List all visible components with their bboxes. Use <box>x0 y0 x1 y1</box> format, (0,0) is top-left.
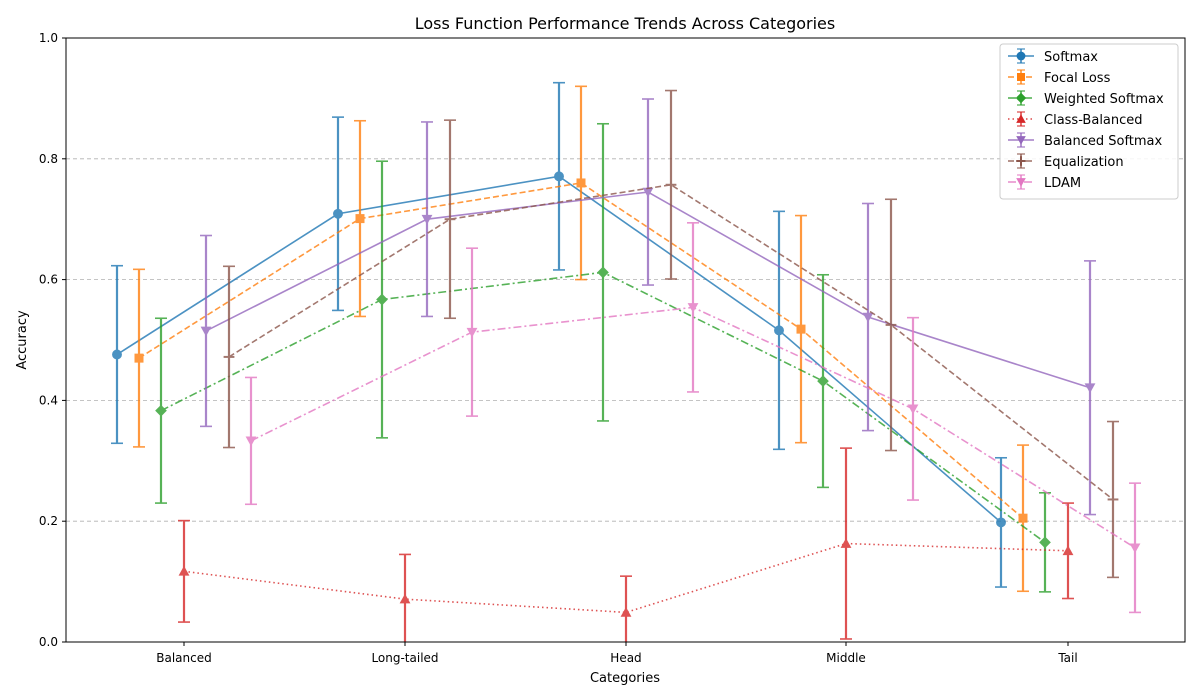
legend-label: Softmax <box>1044 50 1098 65</box>
legend-item: Focal Loss <box>1008 69 1111 86</box>
data-point <box>223 351 235 363</box>
series-focal-loss <box>133 85 1029 593</box>
x-tick-label: Head <box>610 651 641 665</box>
legend-item: Weighted Softmax <box>1008 90 1164 107</box>
data-point <box>134 353 144 363</box>
data-point <box>796 324 806 334</box>
data-point <box>996 517 1006 528</box>
data-point <box>245 436 257 447</box>
data-point <box>1107 494 1119 505</box>
data-point <box>376 293 388 306</box>
legend-marker <box>1017 73 1025 81</box>
legend-item: Class-Balanced <box>1008 111 1143 128</box>
series-class-balanced <box>178 447 1074 642</box>
data-point <box>399 593 411 604</box>
data-point <box>840 538 852 548</box>
legend-marker <box>1016 156 1026 166</box>
x-tick-label: Long-tailed <box>371 651 438 665</box>
y-tick-label: 0.8 <box>39 152 58 166</box>
legend-label: LDAM <box>1044 176 1081 191</box>
series-line <box>228 183 1114 501</box>
data-point <box>885 319 897 331</box>
y-tick-label: 0.2 <box>39 514 58 528</box>
data-point <box>1062 545 1074 556</box>
legend: Softmax Focal Loss Weighted Softmax Class-B… <box>999 43 1179 200</box>
data-point <box>1084 383 1096 394</box>
data-point <box>155 404 167 417</box>
legend-marker <box>1016 114 1026 123</box>
series-line <box>138 182 1024 519</box>
data-point <box>1129 543 1141 554</box>
y-tick-label: 0.4 <box>39 393 58 407</box>
data-point <box>817 375 829 387</box>
x-axis-title: Categories <box>590 671 660 686</box>
series-softmax <box>111 81 1007 588</box>
x-tick-label: Tail <box>1057 651 1077 665</box>
series-equalization <box>223 89 1119 579</box>
legend-marker <box>1016 136 1026 145</box>
data-point <box>554 171 564 182</box>
data-point <box>421 214 433 225</box>
legend-item: Balanced Softmax <box>1008 132 1163 149</box>
legend-item: Equalization <box>1008 153 1124 170</box>
data-point <box>444 213 456 225</box>
legend-label: Equalization <box>1044 155 1124 170</box>
legend-marker <box>1016 178 1026 187</box>
y-tick-label: 0.0 <box>39 635 58 649</box>
legend-item: LDAM <box>1008 174 1081 191</box>
legend-label: Focal Loss <box>1044 71 1111 86</box>
data-point <box>112 349 122 360</box>
x-tick-label: Balanced <box>156 651 211 665</box>
series-layer <box>111 81 1141 642</box>
legend-item: Softmax <box>1008 48 1098 65</box>
legend-marker <box>1015 92 1027 104</box>
legend-label: Class-Balanced <box>1044 113 1143 128</box>
data-point <box>774 325 784 336</box>
legend-label: Balanced Softmax <box>1044 134 1163 149</box>
data-point <box>642 187 654 198</box>
data-point <box>1018 513 1028 523</box>
legend-label: Weighted Softmax <box>1044 92 1164 107</box>
data-point <box>200 326 212 337</box>
y-axis-title: Accuracy <box>15 310 30 370</box>
grid <box>66 158 1185 522</box>
legend-marker <box>1016 51 1026 61</box>
data-point <box>620 607 632 617</box>
data-point <box>355 214 365 224</box>
axes: 0.0 0.2 0.4 0.6 0.8 1.0 Balanced Long-tailed Hea… <box>39 31 1078 665</box>
data-point <box>1039 536 1051 549</box>
data-point <box>862 312 874 323</box>
chart-title: Loss Function Performance Trends Across … <box>415 14 835 33</box>
series-ldam <box>245 222 1141 614</box>
x-tick-label: Middle <box>826 651 866 665</box>
y-tick-label: 0.6 <box>39 273 58 287</box>
data-point <box>665 179 677 191</box>
series-weighted-softmax <box>155 122 1051 593</box>
y-tick-label: 1.0 <box>39 31 58 45</box>
data-point <box>178 565 190 576</box>
legend-box <box>999 43 1179 200</box>
data-point <box>687 303 699 313</box>
data-point <box>466 327 478 338</box>
data-point <box>576 178 586 188</box>
data-point <box>597 266 609 279</box>
series-balanced-softmax <box>200 98 1096 516</box>
data-point <box>333 208 343 219</box>
data-point <box>907 404 919 415</box>
